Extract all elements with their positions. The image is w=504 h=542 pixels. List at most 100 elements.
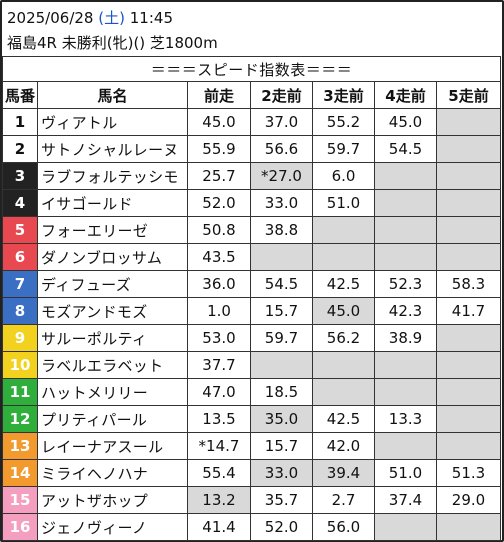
table-row: 10 ラベルエラベット 37.7 <box>2 351 501 379</box>
speed-index-cell <box>374 162 437 190</box>
speed-index-cell: 51.3 <box>436 459 501 487</box>
speed-index-cell: 55.9 <box>187 135 251 163</box>
race-3-ago-header: 3走前 <box>312 81 375 109</box>
horse-name: レイーナアスール <box>37 432 188 460</box>
horse-number: 3 <box>2 162 38 190</box>
table-row: 12 プリティパール 13.5 35.0 42.5 13.3 <box>2 405 501 433</box>
speed-index-cell: 35.0 <box>250 405 313 433</box>
speed-index-cell: *14.7 <box>187 432 251 460</box>
speed-index-cell <box>250 351 313 379</box>
speed-index-cell: 58.3 <box>436 270 501 298</box>
speed-index-cell <box>436 324 501 352</box>
speed-index-cell: 54.5 <box>374 135 437 163</box>
horse-name: ジェノヴィーノ <box>37 513 188 541</box>
table-row: 1 ヴィアトル 45.0 37.0 55.2 45.0 <box>2 108 501 136</box>
speed-index-cell <box>436 513 501 541</box>
horse-name: ラブフォルテッシモ <box>37 162 188 190</box>
table-row: 4 イサゴールド 52.0 33.0 51.0 <box>2 189 501 217</box>
speed-index-cell: 42.0 <box>312 432 375 460</box>
speed-index-cell: 2.7 <box>312 486 375 514</box>
speed-index-cell <box>436 351 501 379</box>
horse-name: イサゴールド <box>37 189 188 217</box>
table-row: 6 ダノンブロッサム 43.5 <box>2 243 501 271</box>
table-row: 13 レイーナアスール *14.7 15.7 42.0 <box>2 432 501 460</box>
speed-index-cell: 25.7 <box>187 162 251 190</box>
race-day: (土) <box>98 9 125 27</box>
speed-index-cell: 36.0 <box>187 270 251 298</box>
speed-index-cell: 33.0 <box>250 459 313 487</box>
table-row: 15 アットザホップ 13.2 35.7 2.7 37.4 29.0 <box>2 486 501 514</box>
race-5-ago-header: 5走前 <box>436 81 501 109</box>
horse-number: 2 <box>2 135 38 163</box>
speed-index-cell <box>312 243 375 271</box>
speed-index-cell: 55.2 <box>312 108 375 136</box>
speed-index-cell <box>374 432 437 460</box>
speed-index-cell <box>436 108 501 136</box>
race-date: 2025/06/28 <box>7 9 94 27</box>
table-row: 14 ミライヘノハナ 55.4 33.0 39.4 51.0 51.3 <box>2 459 501 487</box>
horse-number: 11 <box>2 378 38 406</box>
horse-number: 13 <box>2 432 38 460</box>
speed-index-cell: 41.7 <box>436 297 501 325</box>
speed-index-cell <box>374 378 437 406</box>
speed-index-cell: 59.7 <box>312 135 375 163</box>
speed-index-cell <box>374 189 437 217</box>
race-time: 11:45 <box>129 9 173 27</box>
speed-index-cell: 39.4 <box>312 459 375 487</box>
race-4-ago-header: 4走前 <box>374 81 437 109</box>
horse-number: 16 <box>2 513 38 541</box>
speed-index-cell: 18.5 <box>250 378 313 406</box>
horse-number: 6 <box>2 243 38 271</box>
horse-number: 5 <box>2 216 38 244</box>
horse-number: 1 <box>2 108 38 136</box>
table-row: 3 ラブフォルテッシモ 25.7 *27.0 6.0 <box>2 162 501 190</box>
horse-number: 14 <box>2 459 38 487</box>
horse-name: フォーエリーゼ <box>37 216 188 244</box>
speed-index-cell <box>374 216 437 244</box>
horse-number: 10 <box>2 351 38 379</box>
table-row: 8 モズアンドモズ 1.0 15.7 45.0 42.3 41.7 <box>2 297 501 325</box>
speed-index-cell: 52.0 <box>187 189 251 217</box>
speed-index-cell: *27.0 <box>250 162 313 190</box>
speed-index-cell <box>436 135 501 163</box>
speed-index-cell: 29.0 <box>436 486 501 514</box>
speed-index-cell: 56.6 <box>250 135 313 163</box>
speed-index-cell: 1.0 <box>187 297 251 325</box>
speed-index-cell: 37.7 <box>187 351 251 379</box>
table-row: 2 サトノシャルレーヌ 55.9 56.6 59.7 54.5 <box>2 135 501 163</box>
horse-name-header: 馬名 <box>37 81 188 109</box>
speed-index-cell: 35.7 <box>250 486 313 514</box>
speed-index-cell: 45.0 <box>187 108 251 136</box>
table-row: 9 サルーポルティ 53.0 59.7 56.2 38.9 <box>2 324 501 352</box>
speed-index-cell: 15.7 <box>250 297 313 325</box>
horse-number: 15 <box>2 486 38 514</box>
speed-index-cell <box>436 189 501 217</box>
speed-index-cell <box>436 405 501 433</box>
speed-index-cell <box>312 216 375 244</box>
speed-index-cell <box>436 243 501 271</box>
speed-index-cell: 54.5 <box>250 270 313 298</box>
speed-index-cell <box>436 216 501 244</box>
horse-number: 4 <box>2 189 38 217</box>
horse-name: ハットメリリー <box>37 378 188 406</box>
speed-index-cell: 45.0 <box>312 297 375 325</box>
horse-name: ヴィアトル <box>37 108 188 136</box>
race-info: 福島4R 未勝利(牝)() 芝1800m <box>7 34 218 52</box>
table-row: 11 ハットメリリー 47.0 18.5 <box>2 378 501 406</box>
speed-index-cell: 37.4 <box>374 486 437 514</box>
horse-name: プリティパール <box>37 405 188 433</box>
speed-index-cell: 42.3 <box>374 297 437 325</box>
speed-index-cell: 13.2 <box>187 486 251 514</box>
speed-index-cell <box>436 378 501 406</box>
speed-index-cell: 13.5 <box>187 405 251 433</box>
horse-name: ダノンブロッサム <box>37 243 188 271</box>
speed-index-cell: 37.0 <box>250 108 313 136</box>
table-row: 7 ディフューズ 36.0 54.5 42.5 52.3 58.3 <box>2 270 501 298</box>
horse-name: ラベルエラベット <box>37 351 188 379</box>
speed-index-cell: 15.7 <box>250 432 313 460</box>
table-row: 5 フォーエリーゼ 50.8 38.8 <box>2 216 501 244</box>
horse-number-header: 馬番 <box>2 81 38 109</box>
speed-index-cell: 47.0 <box>187 378 251 406</box>
race-datetime: 2025/06/28 (土) 11:45 <box>7 9 173 27</box>
